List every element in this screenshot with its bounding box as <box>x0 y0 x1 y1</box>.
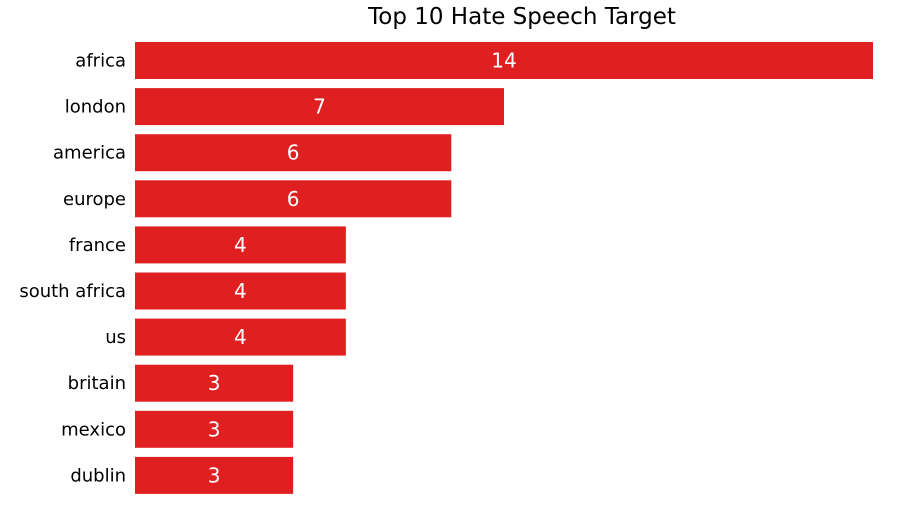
bar-africa <box>135 42 873 79</box>
bar-value-label: 4 <box>234 279 247 303</box>
category-tick-label: mexico <box>61 419 126 440</box>
bar-us <box>135 318 346 356</box>
category-tick-label: south africa <box>19 281 126 302</box>
category-tick-label: us <box>105 327 126 348</box>
bar-value-label: 6 <box>287 141 300 165</box>
category-tick-label: europe <box>63 189 126 210</box>
bar-london <box>135 88 504 126</box>
bar-britain <box>135 364 294 402</box>
bar-america <box>135 134 452 172</box>
bar-south-africa <box>135 272 346 310</box>
category-tick-label: america <box>53 143 126 164</box>
bar-value-label: 3 <box>208 371 221 395</box>
category-tick-label: london <box>65 97 126 118</box>
bar-europe <box>135 180 452 218</box>
bar-dublin <box>135 456 294 494</box>
bar-value-label: 6 <box>287 187 300 211</box>
category-tick-label: britain <box>68 373 126 394</box>
bar-mexico <box>135 410 294 448</box>
category-labels-layer: africa london america europe france south afr… <box>19 51 126 487</box>
category-tick-label: africa <box>75 51 126 72</box>
bar-value-label: 3 <box>208 417 221 441</box>
bar-value-label: 3 <box>208 463 221 487</box>
bar-france <box>135 226 346 264</box>
category-tick-label: dublin <box>70 465 126 486</box>
bar-value-label: 14 <box>491 49 516 73</box>
category-tick-label: france <box>69 235 126 256</box>
bar-value-label: 7 <box>313 95 326 119</box>
bar-value-label: 4 <box>234 233 247 257</box>
chart-title: Top 10 Hate Speech Target <box>368 4 676 30</box>
bar-value-label: 4 <box>234 325 247 349</box>
